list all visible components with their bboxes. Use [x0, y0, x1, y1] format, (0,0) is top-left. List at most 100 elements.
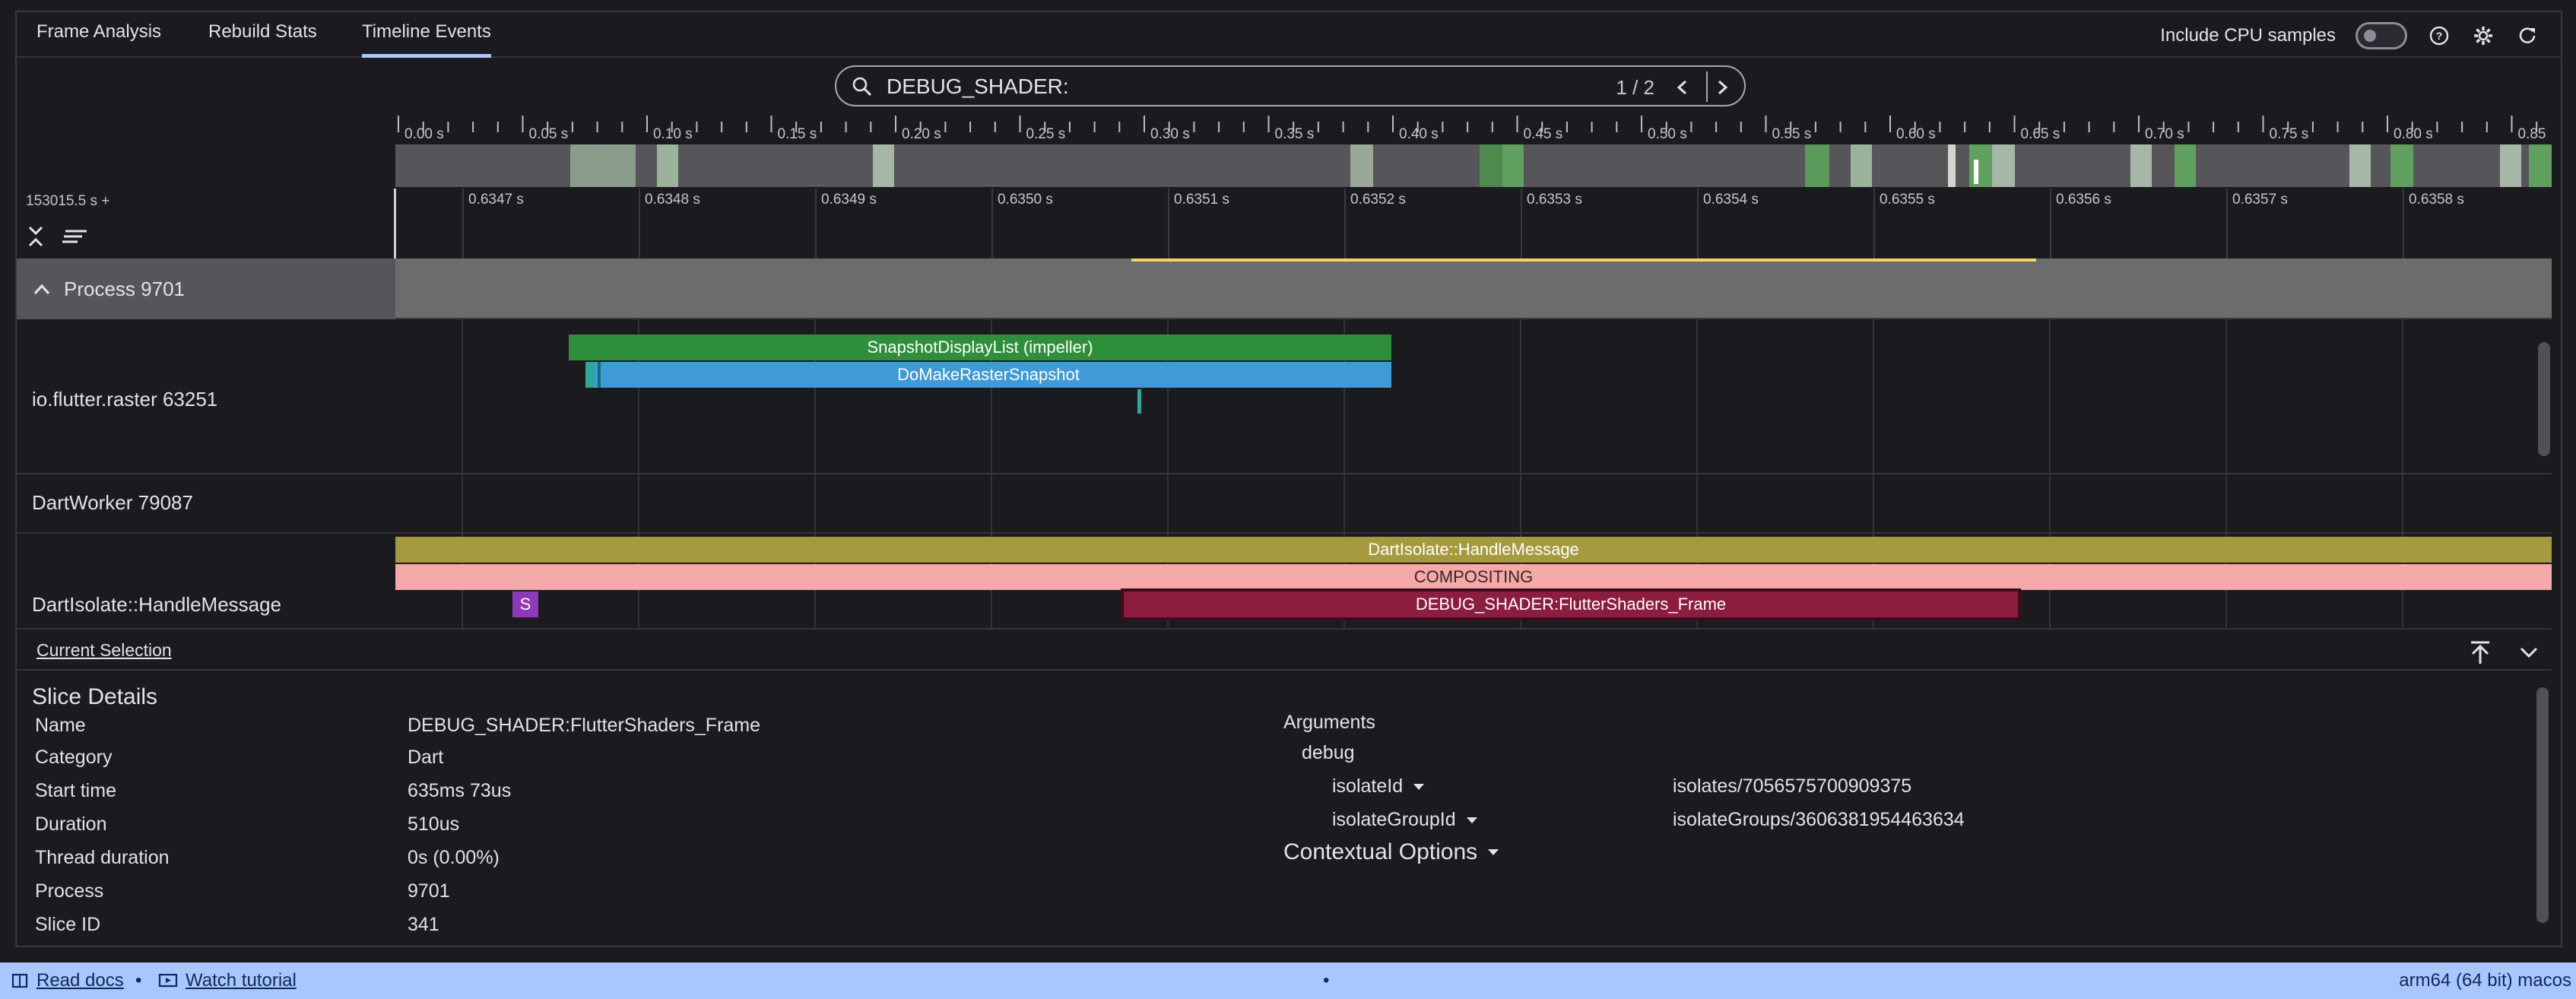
field-value-start-time: 635ms 73us	[408, 780, 512, 801]
tab-current-selection[interactable]: Current Selection	[36, 640, 172, 660]
overview-tick-label: 0.10 s	[653, 126, 693, 142]
detail-tick-label: 0.6350 s	[998, 192, 1053, 208]
slice-handle-message[interactable]: DartIsolate::HandleMessage	[395, 537, 2552, 563]
video-icon	[158, 973, 178, 988]
detail-tick-label: 0.6349 s	[821, 192, 877, 208]
tab-rebuild-stats[interactable]: Rebuild Stats	[208, 21, 317, 42]
tab-timeline-events[interactable]: Timeline Events	[362, 21, 491, 58]
overview-frame-block	[570, 144, 636, 187]
field-label-thread-duration: Thread duration	[35, 847, 170, 868]
arguments-text: Arguments	[1283, 712, 1375, 733]
chevron-up-icon[interactable]	[32, 281, 52, 297]
overview-tick-label: 0.65 s	[2020, 126, 2060, 142]
arguments-label: Arguments	[1283, 712, 1375, 734]
read-docs-label: Read docs	[36, 970, 124, 991]
contextual-options-label: Contextual Options	[1283, 839, 1478, 864]
search-input[interactable]	[887, 71, 1571, 102]
detail-tick-line	[1697, 189, 1699, 258]
tab-bar: Frame Analysis Rebuild Stats Timeline Ev…	[15, 11, 2562, 58]
slice-s-marker[interactable]: S	[512, 591, 538, 617]
field-label-name: Name	[35, 715, 86, 736]
tab-frame-analysis[interactable]: Frame Analysis	[36, 21, 162, 42]
maximize-details-button[interactable]	[2467, 639, 2494, 666]
arg-isolate-group-id-value: isolateGroups/3606381954463634	[1673, 809, 1965, 831]
overview-frame-block	[657, 144, 678, 187]
help-icon[interactable]: ?	[2427, 24, 2451, 48]
contextual-options[interactable]: Contextual Options	[1283, 839, 1499, 865]
row-divider	[17, 473, 2552, 474]
detail-tick-line	[2050, 189, 2051, 258]
details-scrollbar[interactable]	[2536, 687, 2549, 923]
process-row[interactable]: Process 9701	[17, 258, 2552, 319]
watch-tutorial-link[interactable]: Watch tutorial	[158, 970, 297, 991]
slice-debug-shader-frame[interactable]: DEBUG_SHADER:FlutterShaders_Frame	[1121, 588, 2021, 620]
arg-key-isolate-id: isolateId	[1332, 775, 1404, 797]
collapse-details-button[interactable]	[2515, 639, 2543, 666]
field-label-process: Process	[35, 880, 104, 902]
detail-tick-line	[639, 189, 640, 258]
field-value-thread-duration: 0s (0.00%)	[408, 847, 500, 868]
toolbar-right: Include CPU samples ?	[2160, 21, 2540, 50]
chevron-right-icon	[1718, 80, 1728, 95]
overview-frame-block	[2130, 144, 2152, 187]
detail-tick-line	[1168, 189, 1169, 258]
field-label-duration: Duration	[35, 813, 107, 835]
arg-isolate-group-id-key[interactable]: isolateGroupId	[1332, 809, 1477, 831]
refresh-icon[interactable]	[2515, 24, 2540, 48]
overview-frame-block	[1992, 144, 2015, 187]
detail-tick-line	[462, 189, 464, 258]
slice-snapshot-display-list[interactable]: SnapshotDisplayList (impeller)	[569, 335, 1391, 360]
slice-small-marker[interactable]	[598, 362, 601, 388]
detail-tick-line	[2226, 189, 2228, 258]
overview-frame-block	[2390, 144, 2413, 187]
svg-text:?: ?	[2436, 30, 2443, 42]
overview-tick-label: 0.50 s	[1648, 126, 1687, 142]
overview-tick-label: 0.15 s	[777, 126, 817, 142]
chevron-down-icon	[2520, 647, 2538, 658]
overview-tick-label: 0.25 s	[1026, 126, 1066, 142]
cpu-samples-label: Include CPU samples	[2160, 25, 2336, 46]
chevron-left-icon	[1677, 80, 1686, 95]
search-icon	[852, 77, 872, 97]
read-docs-link[interactable]: Read docs	[11, 970, 124, 991]
arg-isolate-id-key[interactable]: isolateId	[1332, 775, 1425, 798]
detail-tick-label: 0.6354 s	[1703, 192, 1759, 208]
timeline-tracks[interactable]: Process 9701 io.flutter.raster 63251 Sna…	[17, 258, 2552, 628]
slice-do-make-raster-snapshot[interactable]: DoMakeRasterSnapshot	[585, 362, 1391, 388]
timeline-overview[interactable]	[395, 144, 2552, 187]
arg-key-isolate-group-id: isolateGroupId	[1332, 809, 1456, 830]
search-divider	[1706, 71, 1708, 102]
detail-tick-label: 0.6356 s	[2056, 192, 2111, 208]
book-icon	[11, 973, 28, 988]
debug-label: debug	[1302, 742, 1355, 763]
field-value-process: 9701	[408, 880, 450, 902]
platform-label: arm64 (64 bit) macos	[2399, 970, 2571, 991]
tracks-scrollbar[interactable]	[2538, 342, 2550, 456]
overview-tick-label: 0.35 s	[1274, 126, 1315, 142]
status-center-dot: •	[1323, 970, 1329, 991]
next-match-button[interactable]	[1709, 75, 1735, 100]
overview-tick-label: 0.45 s	[1523, 126, 1563, 142]
status-bar: Read docs • Watch tutorial • arm64 (64 b…	[0, 963, 2576, 999]
slice-small-marker[interactable]	[1137, 389, 1141, 414]
cpu-samples-toggle[interactable]	[2356, 22, 2407, 49]
overview-viewport-marker[interactable]	[1974, 160, 1978, 184]
thread-label-raster: io.flutter.raster 63251	[32, 388, 218, 411]
overview-frame-block	[2500, 144, 2521, 187]
track-order-icon[interactable]	[61, 225, 90, 248]
overview-tick-label: 0.60 s	[1896, 126, 1936, 142]
slice-small-marker[interactable]	[585, 362, 595, 388]
label-column-divider	[394, 189, 396, 262]
dropdown-caret-icon	[1466, 817, 1477, 823]
process-header[interactable]: Process 9701	[17, 258, 395, 319]
collapse-all-icon[interactable]	[26, 225, 46, 248]
field-value-name: DEBUG_SHADER:FlutterShaders_Frame	[408, 715, 761, 736]
slice-compositing[interactable]: COMPOSITING	[395, 564, 2552, 590]
previous-match-button[interactable]	[1670, 75, 1696, 100]
detail-tick-line	[991, 189, 993, 258]
settings-icon[interactable]	[2471, 24, 2495, 48]
row-divider	[17, 532, 2552, 534]
overview-tick-label: 0.40 s	[1399, 126, 1439, 142]
overview-tick-label: 0.20 s	[902, 126, 941, 142]
search-bar: 1 / 2	[835, 65, 1746, 106]
